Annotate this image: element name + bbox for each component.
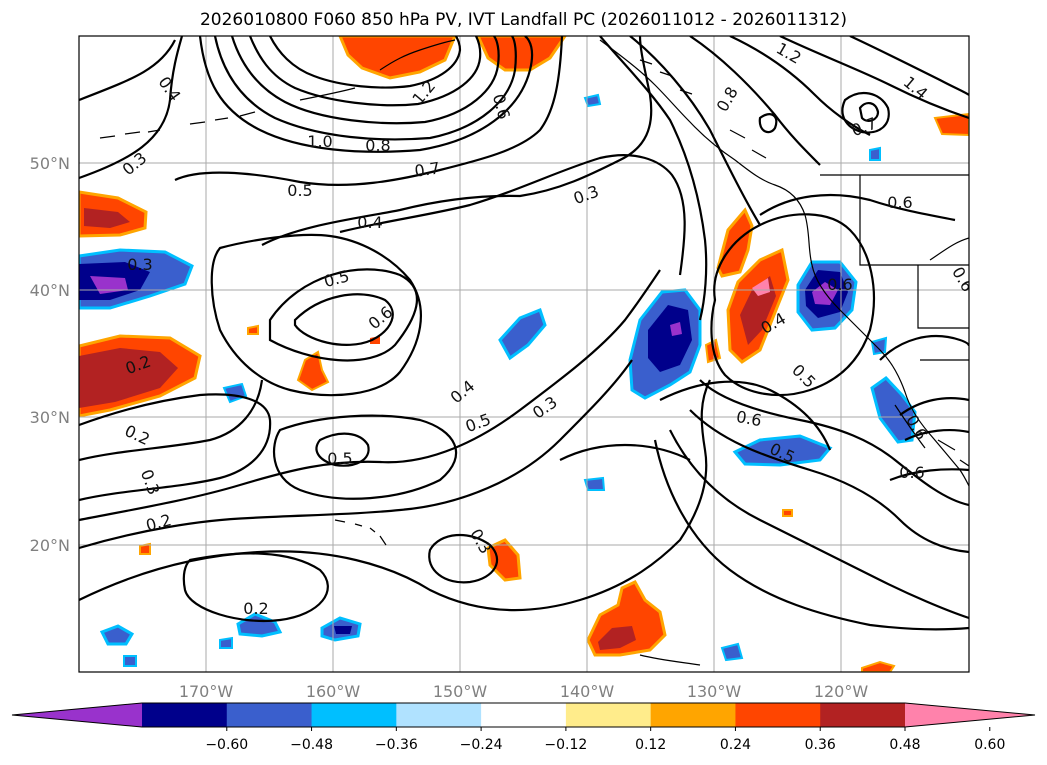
colorbar-tick-label: −0.24 (460, 737, 503, 753)
pos-anomaly-blob (861, 660, 896, 672)
contour-label: 0.4 (357, 213, 382, 232)
contour-label: 0.2 (243, 599, 268, 618)
neg-anomaly-blob (648, 305, 692, 372)
lon-label-150w: 150°W (433, 682, 488, 701)
neg-anomaly-blob (498, 308, 547, 361)
colorbar-tick-label: −0.36 (375, 737, 418, 753)
pos-anomaly-blob (598, 626, 636, 650)
pv-contours (79, 36, 969, 631)
colorbar-swatch (311, 703, 397, 727)
map-background (79, 36, 969, 672)
lat-label-20n: 20°N (30, 536, 70, 555)
pos-anomaly-blob (486, 538, 522, 582)
neg-anomaly-blob (583, 476, 606, 491)
pos-anomaly-blob (247, 324, 259, 335)
neg-anomaly-blob (670, 322, 682, 336)
pos-anomaly-blob (84, 208, 130, 228)
lat-label-50n: 50°N (30, 154, 70, 173)
map-title: 2026010800 F060 850 hPa PV, IVT Landfall… (199, 10, 847, 30)
neg-anomaly-blob (123, 655, 137, 667)
lon-labels: 170°W 160°W 150°W 140°W 130°W 120°W (179, 682, 869, 701)
neg-anomaly-blob (870, 336, 888, 356)
gridlines (79, 36, 969, 672)
colorbar-tick-label: 0.48 (889, 737, 920, 753)
pos-anomaly-blob (296, 350, 330, 392)
colorbar-tick-label: −0.12 (544, 737, 587, 753)
lat-labels: 50°N 40°N 30°N 20°N (30, 154, 70, 555)
colorbar-swatch (226, 703, 313, 727)
colorbar-swatch (396, 703, 482, 727)
colorbar-tick-label: 0.36 (805, 737, 836, 753)
contour-label: 0.5 (287, 181, 312, 200)
contour-label: 0.5 (327, 449, 352, 468)
colorbar-swatch (650, 703, 736, 727)
lon-label-120w: 120°W (814, 682, 869, 701)
coastlines (99, 39, 969, 666)
colorbar-tick-label: 0.60 (974, 737, 1005, 753)
pos-anomaly-blob (740, 276, 776, 345)
pos-anomaly-blob (933, 112, 969, 137)
lat-label-30n: 30°N (30, 408, 70, 427)
colorbar-tick-label: 0.12 (635, 737, 666, 753)
colorbar: −0.60 −0.48 −0.36 −0.24 −0.12 0.12 0.24 0.36 0.4… (11, 702, 1036, 753)
contour-label: 0.7 (413, 158, 441, 180)
neg-anomaly-blob (869, 146, 881, 161)
map-frame (78, 35, 970, 673)
pos-anomaly-blob (782, 509, 793, 517)
neg-anomaly-blob (870, 376, 917, 444)
colorbar-swatch (735, 703, 821, 727)
lon-label-130w: 130°W (687, 682, 742, 701)
colorbar-swatch (565, 703, 652, 727)
pos-anomaly-blob (752, 278, 770, 296)
contour-label: 0.6 (735, 407, 763, 430)
colorbar-outline (11, 702, 1036, 728)
colorbar-swatch (481, 703, 567, 727)
contour-label: 1.0 (307, 132, 332, 151)
lon-label-170w: 170°W (179, 682, 234, 701)
colorbar-tick-label: −0.60 (205, 737, 248, 753)
neg-anomaly-blob (334, 626, 352, 634)
neg-anomaly-blob (732, 434, 833, 467)
contour-label: 0.3 (127, 255, 152, 274)
lon-label-140w: 140°W (560, 682, 615, 701)
colorbar-swatch (820, 703, 906, 727)
pos-anomaly-blob (79, 348, 178, 408)
colorbar-swatch (142, 703, 228, 727)
colorbar-extend-low (12, 703, 142, 727)
neg-anomaly-blob (720, 642, 744, 662)
contour-label: 0.8 (365, 136, 390, 155)
colorbar-tick-label: 0.24 (720, 737, 751, 753)
lat-label-40n: 40°N (30, 281, 70, 300)
colorbar-tick-label: −0.48 (290, 737, 333, 753)
lon-label-160w: 160°W (306, 682, 361, 701)
contour-label: 0.6 (899, 463, 924, 482)
neg-anomaly-blob (99, 624, 135, 646)
contour-label: 0.6 (827, 275, 852, 294)
contour-label: 0.6 (887, 193, 912, 212)
neg-anomaly-blob (219, 636, 233, 649)
colorbar-extend-high (905, 703, 1035, 727)
